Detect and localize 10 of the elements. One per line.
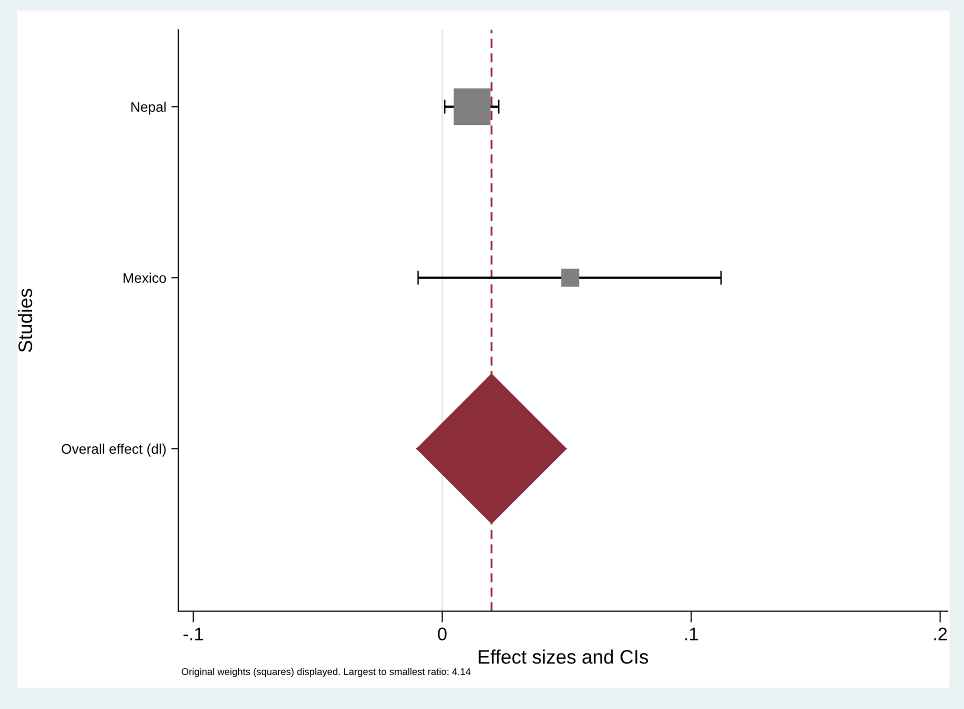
text: Original weights (squares) displayed. Largest to smallest ratio: 4.14 — [182, 668, 471, 677]
x-tick-label: -.1 — [184, 628, 203, 640]
y-axis-title: Studies — [18, 288, 32, 352]
x-tick-label: .2 — [934, 628, 947, 640]
y-tick-label: Overall effect (dl) — [62, 444, 166, 457]
x-tick-label: .1 — [685, 628, 698, 640]
x-axis-title: Effect sizes and CIs — [478, 650, 648, 664]
y-tick-label: Mexico — [124, 272, 166, 283]
x-tick-label: 0 — [438, 628, 447, 640]
y-tick-label: Nepal — [131, 102, 166, 115]
